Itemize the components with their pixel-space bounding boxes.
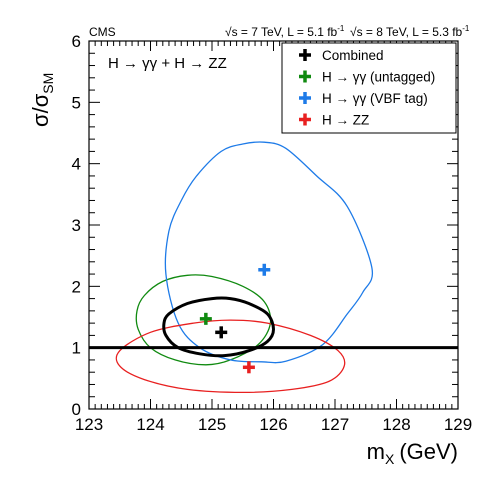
x-tick-label: 127 (321, 415, 349, 434)
y-axis-label: σ/σSM (28, 73, 56, 127)
marker-combined (215, 326, 228, 339)
y-tick-label: 1 (72, 339, 81, 358)
y-tick-label: 4 (72, 155, 81, 174)
x-tick-label: 123 (75, 415, 103, 434)
lumi-8tev-label: √s = 8 TeV, L = 5.3 fb-1 (350, 24, 470, 39)
marker-h-zz (242, 361, 255, 374)
legend-label-h-vbf-tag: H → γγ (VBF tag) (322, 91, 428, 106)
marker-h-untagged (199, 312, 212, 325)
y-tick-label: 5 (72, 93, 81, 112)
experiment-label: CMS (89, 25, 116, 39)
legend-marker-h-vbf-tag (299, 92, 311, 104)
x-tick-label: 125 (198, 415, 226, 434)
legend-marker-combined (299, 49, 311, 61)
marker-h-vbf-tag (258, 263, 271, 276)
contours-layer (115, 141, 374, 394)
contour-h-untagged (135, 274, 272, 366)
legend-label-h-zz: H → ZZ (322, 113, 369, 128)
legend-marker-h-untagged (299, 70, 311, 83)
y-tick-label: 2 (72, 277, 81, 296)
contour-combined (162, 296, 276, 358)
lumi-7tev-label: √s = 7 TeV, L = 5.1 fb-1 (225, 24, 345, 39)
markers-layer (199, 263, 271, 374)
channel-annotation: H → γγ + H → ZZ (108, 55, 227, 72)
legend: Combined H → γγ (untagged) H → γγ (VBF tag… (281, 42, 457, 134)
x-tick-label: 124 (136, 415, 164, 434)
legend-label-h-untagged: H → γγ (untagged) (322, 70, 435, 85)
legend-marker-h-zz (299, 113, 311, 126)
x-tick-label: 128 (382, 415, 410, 434)
y-tick-label: 0 (72, 400, 81, 419)
y-tick-label: 3 (72, 216, 81, 235)
x-tick-label: 126 (259, 415, 287, 434)
y-tick-label: 6 (72, 32, 81, 51)
x-tick-label: 129 (444, 415, 472, 434)
x-axis-label: mX (GeV) (367, 439, 458, 467)
legend-label-combined: Combined (322, 48, 384, 63)
contour-h-vbf-tag (164, 141, 374, 364)
